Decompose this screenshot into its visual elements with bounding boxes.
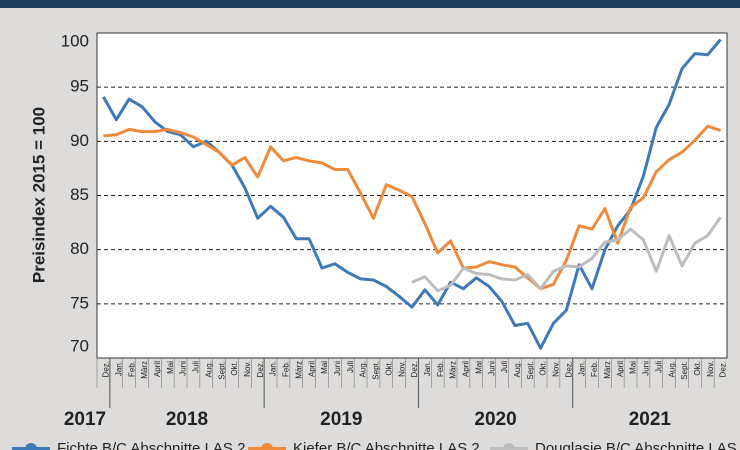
y-tick-label: 85 <box>70 185 89 204</box>
x-tick-label: Feb. <box>436 361 445 377</box>
series-line <box>102 38 722 350</box>
year-label: 2018 <box>166 409 208 430</box>
x-tick-label: Okt. <box>539 361 548 376</box>
x-tick-label: Jan. <box>423 361 432 376</box>
x-tick-label: April <box>462 361 471 377</box>
series-line <box>411 216 722 293</box>
x-tick-label: Juni <box>333 361 342 376</box>
y-tick-label: 95 <box>70 77 89 96</box>
x-tick-label: Dez. <box>256 361 265 377</box>
legend-label: Douglasie B/C Abschnitte LAS 2 <box>535 440 740 450</box>
x-tick-label: Dez. <box>410 361 419 377</box>
x-tick-label: Sept. <box>526 361 535 380</box>
x-tick-label: Juli <box>500 361 509 373</box>
legend-label: Kiefer B/C Abschnitte LAS 2 <box>293 440 480 450</box>
x-tick-label: April <box>153 361 162 377</box>
x-tick-label: Aug. <box>359 361 368 377</box>
x-tick-label: Sept. <box>217 361 226 380</box>
x-tick-label: Juli <box>346 361 355 373</box>
x-tick-label: Dez. <box>564 361 573 377</box>
x-tick-label: Nov. <box>706 361 715 377</box>
x-tick-label: Juni <box>179 361 188 376</box>
x-tick-label: Jan. <box>269 361 278 376</box>
x-tick-label: Mai <box>166 361 175 374</box>
x-tick-label: Feb. <box>282 361 291 377</box>
x-tick-label: Nov. <box>552 361 561 377</box>
year-label: 2021 <box>629 409 672 430</box>
x-tick-label: Aug. <box>667 361 676 377</box>
series-line <box>103 124 722 291</box>
x-tick-label: Dez. <box>719 361 728 377</box>
x-tick-label: Nov. <box>243 361 252 377</box>
top-bar <box>0 0 740 8</box>
legend-dot <box>25 443 37 450</box>
y-tick-label: 90 <box>70 131 89 150</box>
y-tick-label: 100 <box>61 31 89 50</box>
y-tick-label: 75 <box>70 293 89 312</box>
x-tick-label: Jan. <box>114 361 123 376</box>
x-tick-label: Sept. <box>680 361 689 380</box>
x-tick-label: Sept. <box>372 361 381 380</box>
y-axis-label: Preisindex 2015 = 100 <box>29 107 48 283</box>
year-label: 2020 <box>474 409 516 430</box>
x-tick-label: März <box>449 361 458 379</box>
y-tick-label: 80 <box>70 239 89 258</box>
x-tick-label: Juli <box>192 361 201 373</box>
x-tick-label: März <box>603 361 612 379</box>
x-tick-label: Mai <box>629 361 638 374</box>
x-tick-label: Aug. <box>204 361 213 377</box>
x-tick-label: Feb. <box>590 361 599 377</box>
x-tick-label: Juni <box>487 361 496 376</box>
x-tick-label: Feb. <box>127 361 136 377</box>
x-tick-label: Mai <box>474 361 483 374</box>
x-tick-label: Mai <box>320 361 329 374</box>
year-label: 2019 <box>320 409 362 430</box>
legend-dot <box>503 443 515 450</box>
x-tick-label: Jan. <box>577 361 586 376</box>
x-tick-label: Juli <box>654 361 663 373</box>
legend-label: Fichte B/C Abschnitte LAS 2 <box>57 440 245 450</box>
year-label: 2017 <box>64 409 106 430</box>
x-tick-label: März <box>140 361 149 379</box>
x-tick-label: Juni <box>642 361 651 376</box>
x-tick-label: Aug. <box>513 361 522 377</box>
x-tick-label: März <box>294 361 303 379</box>
x-tick-label: Nov. <box>397 361 406 377</box>
legend-dot <box>261 443 273 450</box>
x-tick-label: Okt. <box>384 361 393 376</box>
x-tick-label: Okt. <box>693 361 702 376</box>
x-tick-label: April <box>616 361 625 377</box>
x-tick-label: Okt. <box>230 361 239 376</box>
x-tick-label: Dez. <box>102 361 111 377</box>
y-tick-label: 70 <box>70 336 89 355</box>
x-tick-label: April <box>307 361 316 377</box>
